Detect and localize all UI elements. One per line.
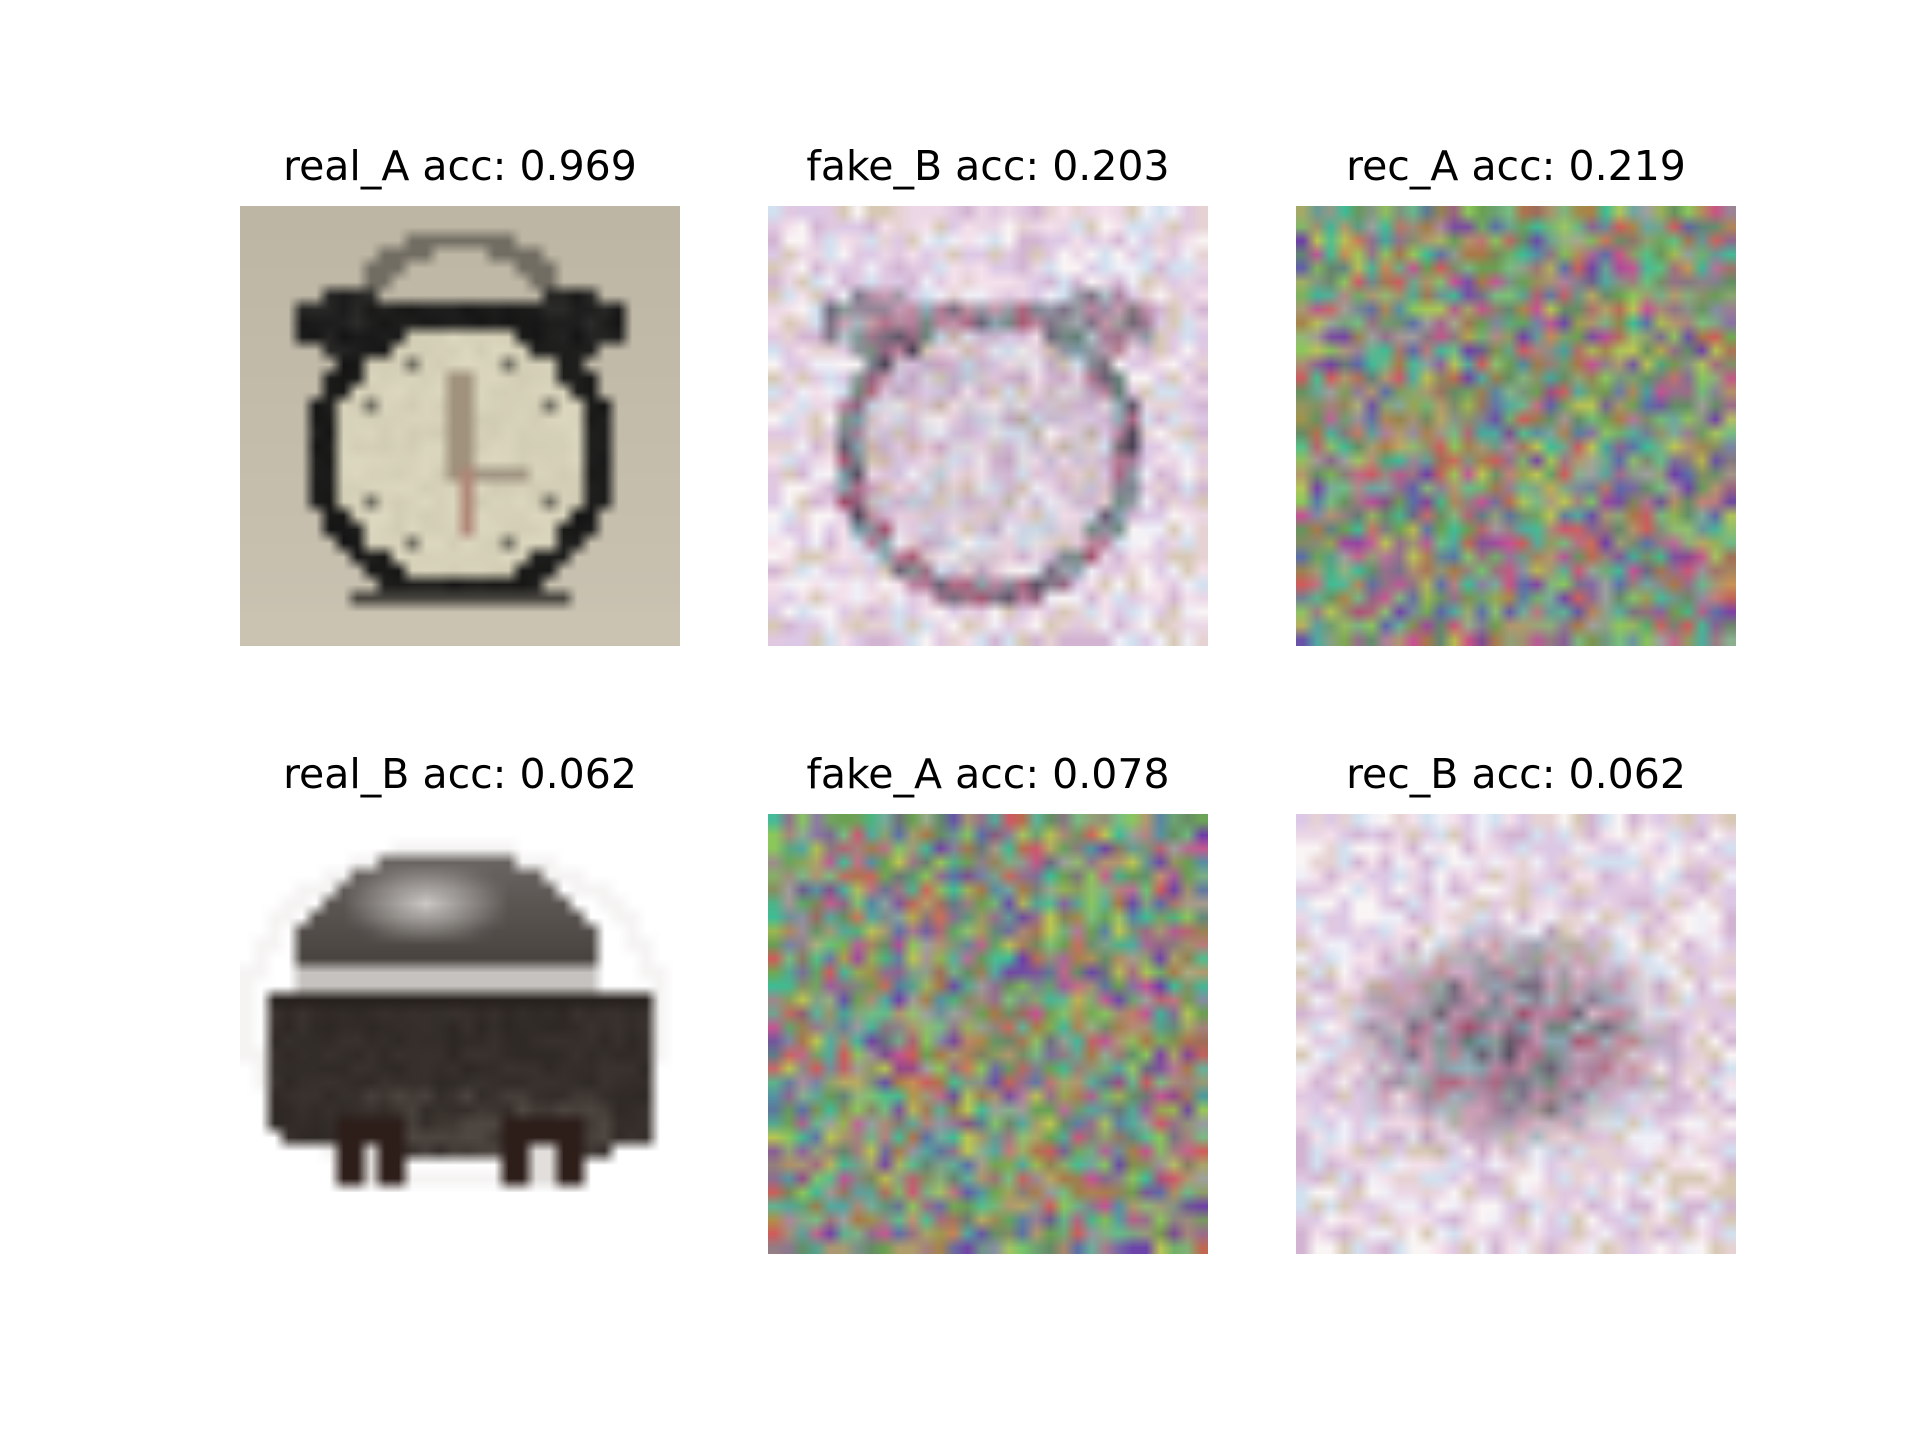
panel-accuracy: acc: 0.219 — [1471, 142, 1686, 190]
panel-label: fake_B — [806, 142, 943, 190]
panel-accuracy: acc: 0.078 — [955, 750, 1170, 798]
panel-label: rec_A — [1346, 142, 1459, 190]
panel-title-real-b: real_B acc: 0.062 — [240, 750, 680, 798]
panel-accuracy: acc: 0.062 — [422, 750, 637, 798]
panel-title-fake-b: fake_B acc: 0.203 — [768, 142, 1208, 190]
panel-accuracy: acc: 0.062 — [1471, 750, 1686, 798]
image-real-a — [240, 206, 680, 646]
panel-accuracy: acc: 0.969 — [422, 142, 637, 190]
panel-label: real_A — [283, 142, 410, 190]
image-real-b — [240, 814, 680, 1254]
panel-title-rec-a: rec_A acc: 0.219 — [1296, 142, 1736, 190]
panel-title-fake-a: fake_A acc: 0.078 — [768, 750, 1208, 798]
panel-title-real-a: real_A acc: 0.969 — [240, 142, 680, 190]
image-rec-a — [1296, 206, 1736, 646]
panel-title-rec-b: rec_B acc: 0.062 — [1296, 750, 1736, 798]
panel-accuracy: acc: 0.203 — [955, 142, 1170, 190]
panel-label: rec_B — [1346, 750, 1459, 798]
image-fake-a — [768, 814, 1208, 1254]
panel-label: fake_A — [806, 750, 943, 798]
image-rec-b — [1296, 814, 1736, 1254]
image-fake-b — [768, 206, 1208, 646]
panel-label: real_B — [283, 750, 410, 798]
